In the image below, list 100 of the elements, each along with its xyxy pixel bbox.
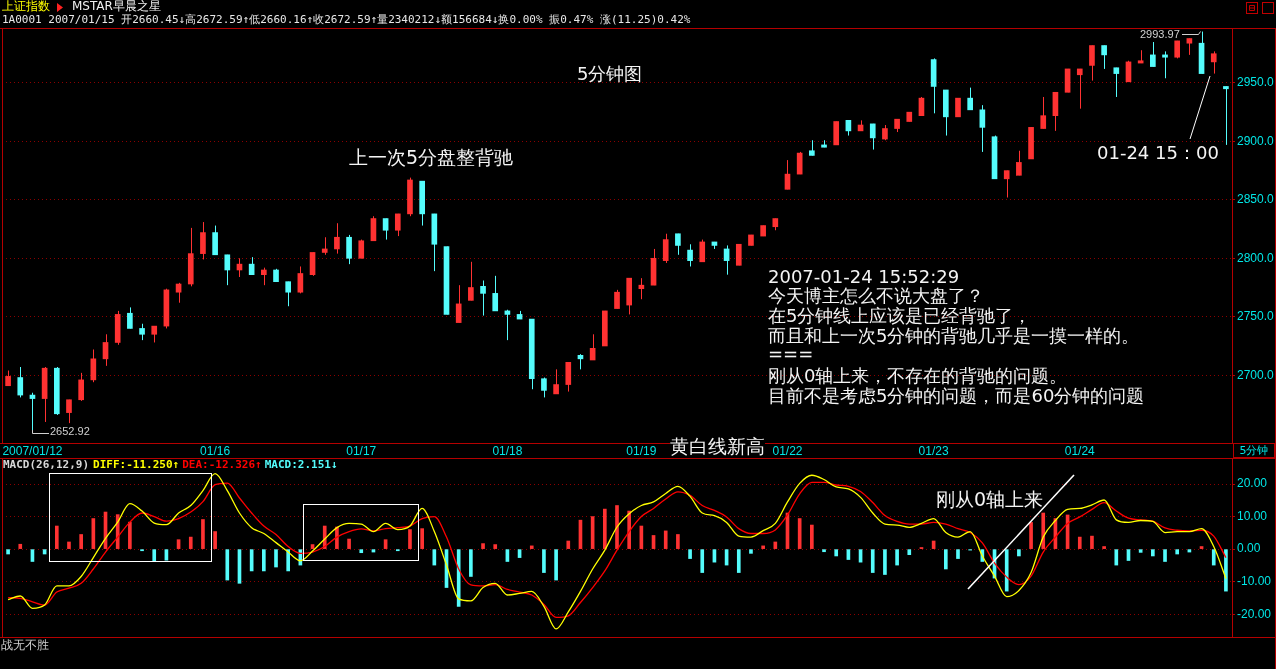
bar — [822, 549, 826, 553]
bar — [870, 549, 875, 573]
annotation: 上一次5分盘整背驰 — [349, 146, 514, 168]
bar — [128, 521, 132, 549]
bar — [481, 543, 485, 549]
series-label: DEA:-12.326↑ — [182, 458, 262, 471]
candlestick — [833, 121, 840, 146]
bar — [1102, 546, 1106, 549]
y-tick-label: 2950.0 — [1237, 75, 1275, 90]
bar — [1138, 549, 1143, 553]
bar — [883, 549, 887, 575]
bar — [956, 549, 960, 559]
annotation: 目前不是考虑5分钟的问题，而是60分钟的问题 — [768, 385, 1145, 406]
candlestick — [541, 377, 547, 398]
bar — [432, 549, 437, 566]
bar — [286, 549, 291, 572]
bar — [420, 528, 424, 549]
bar — [749, 549, 753, 554]
candlestick — [772, 218, 779, 231]
annotation: 而且和上一次5分钟的背驰几乎是一摸一样的。 — [768, 325, 1140, 346]
x-tick-label: 01/16 — [200, 443, 231, 458]
bar — [810, 524, 814, 549]
candlestick — [809, 139, 815, 156]
candlestick — [1113, 67, 1120, 98]
bar — [1199, 546, 1204, 549]
y-tick-label: 20.00 — [1237, 476, 1268, 491]
bar — [700, 549, 705, 573]
candlestick — [601, 310, 608, 347]
bar — [79, 534, 83, 549]
bar — [1077, 536, 1082, 549]
bar — [67, 541, 71, 549]
x-tick-label: 01/22 — [772, 443, 803, 458]
bar — [736, 549, 741, 573]
candlestick — [127, 306, 133, 329]
bar — [18, 543, 23, 549]
bar — [1224, 549, 1228, 592]
x-tick-label: 01/17 — [346, 443, 377, 458]
bar — [1017, 549, 1021, 557]
bar — [6, 549, 10, 555]
bar — [834, 549, 839, 557]
bar — [456, 549, 461, 607]
annotation: 今天博主怎么不说大盘了？ — [768, 285, 984, 306]
y-tick-label: 2850.0 — [1237, 192, 1275, 207]
y-tick-label: 0.00 — [1237, 541, 1261, 556]
annotation: 黄白线新高 — [670, 435, 765, 457]
candlestick — [443, 246, 450, 315]
candlestick — [468, 261, 474, 301]
candlestick — [1210, 50, 1217, 75]
bar — [529, 545, 534, 549]
candlestick — [285, 281, 292, 307]
bar — [359, 549, 364, 554]
bar — [213, 531, 217, 549]
candlestick — [675, 233, 681, 256]
annotation: 2007-01-24 15:52:29 — [768, 266, 960, 287]
candlestick — [1089, 45, 1095, 82]
bar — [1041, 512, 1046, 549]
candlestick — [821, 139, 827, 148]
y-tick-label: 10.00 — [1237, 508, 1268, 523]
bar — [602, 508, 607, 549]
y-tick-label: 2750.0 — [1237, 309, 1275, 324]
bar — [1211, 549, 1216, 566]
bar — [773, 541, 778, 549]
candlestick — [1003, 170, 1010, 199]
annotation: 刚从0轴上来 — [936, 488, 1044, 510]
candlestick — [1064, 68, 1071, 93]
bar — [907, 549, 912, 555]
x-tick-label: 01/23 — [918, 443, 949, 458]
bar — [1163, 549, 1167, 562]
bar — [347, 538, 351, 549]
text: 战无不胜 — [1, 638, 49, 653]
bar — [554, 549, 558, 581]
candlestick — [748, 234, 754, 246]
bar — [688, 549, 692, 559]
y-tick-label: -10.00 — [1237, 573, 1272, 588]
bar — [262, 549, 266, 572]
annotation: === — [768, 343, 814, 364]
bar — [1114, 549, 1119, 566]
bar — [1151, 549, 1155, 557]
y-tick-label: -20.00 — [1237, 606, 1272, 621]
bar — [1004, 549, 1009, 592]
annotation: 在5分钟线上应该是已经背驰了， — [768, 305, 1032, 326]
annotation: 5分钟图 — [577, 63, 643, 84]
x-tick-label: 2007/01/12 — [2, 443, 63, 458]
bar — [1029, 522, 1033, 549]
bar — [188, 536, 193, 549]
candlestick — [955, 97, 961, 118]
bar — [493, 544, 498, 549]
candlestick — [66, 399, 72, 424]
legend-title: MACD(26,12,9) — [3, 458, 90, 471]
candlestick — [480, 280, 486, 317]
candlestick — [151, 325, 158, 343]
annotation: 01-24 15：00 — [1097, 142, 1219, 163]
x-tick-label: 01/18 — [492, 443, 523, 458]
bar — [663, 530, 668, 549]
bar — [943, 549, 948, 570]
bar — [408, 529, 412, 549]
bar — [566, 540, 571, 549]
candlestick — [906, 111, 913, 123]
bar — [469, 549, 473, 577]
chart-subtitle: MSTAR早晨之星 — [72, 0, 161, 14]
